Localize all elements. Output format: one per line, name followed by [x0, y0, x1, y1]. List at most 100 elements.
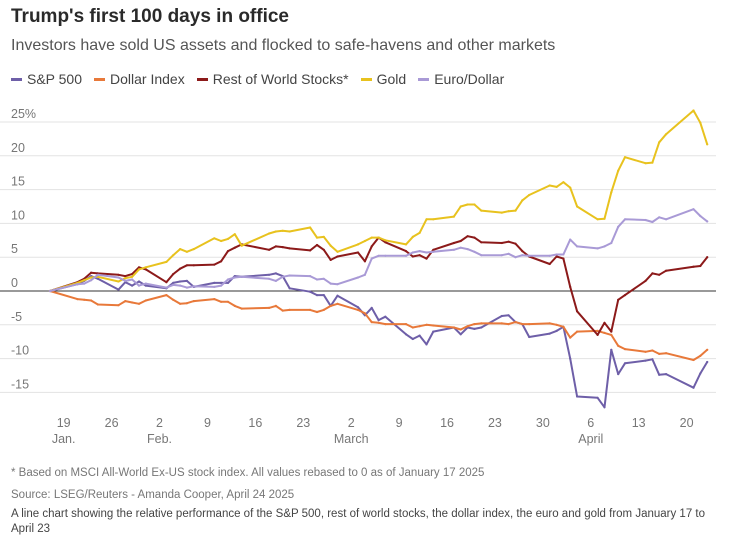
data-point	[548, 332, 551, 335]
y-tick-label: 0	[11, 276, 18, 290]
data-point	[658, 273, 661, 276]
data-point	[315, 243, 319, 247]
data-point	[233, 246, 236, 249]
data-point	[377, 319, 380, 322]
x-tick-label: 26	[105, 416, 119, 430]
x-tick-month-label: April	[578, 432, 603, 446]
data-point	[644, 218, 647, 222]
data-point	[83, 282, 86, 285]
data-point	[617, 169, 620, 172]
x-tick-label: 6	[587, 416, 594, 430]
data-point	[521, 254, 524, 257]
data-point	[459, 246, 462, 249]
data-point	[507, 240, 510, 243]
data-point	[596, 218, 599, 221]
data-point	[706, 220, 709, 223]
data-point	[623, 156, 627, 159]
data-point	[596, 396, 599, 399]
chart-description: A line chart showing the relative perfor…	[11, 508, 706, 535]
data-point	[569, 336, 572, 339]
data-point	[268, 306, 271, 309]
data-point	[596, 329, 599, 332]
footnote: * Based on MSCI All-World Ex-US stock in…	[11, 467, 485, 479]
data-point	[528, 323, 531, 326]
data-point	[562, 325, 565, 328]
data-point	[418, 254, 421, 257]
data-point	[356, 306, 360, 309]
data-point	[90, 279, 93, 282]
data-point	[137, 268, 141, 271]
data-point	[370, 236, 373, 239]
data-point	[274, 230, 277, 233]
x-tick-month-label: Feb.	[147, 432, 172, 446]
data-point	[281, 275, 284, 278]
data-point	[185, 279, 188, 282]
data-point	[363, 273, 366, 276]
data-point	[521, 323, 524, 326]
legend-label-gold: Gold	[376, 71, 407, 87]
data-point	[555, 329, 558, 332]
data-point	[268, 277, 271, 280]
data-point	[315, 310, 319, 314]
data-point	[617, 225, 620, 228]
data-point	[528, 335, 531, 339]
y-tick-label: -10	[11, 344, 29, 358]
data-point	[226, 237, 230, 240]
data-point	[192, 285, 195, 288]
data-point	[610, 330, 613, 333]
x-tick-label: 23	[488, 416, 502, 430]
data-point	[131, 284, 134, 287]
y-tick-label: 5	[11, 242, 18, 256]
data-point	[418, 250, 421, 253]
data-point	[480, 241, 483, 244]
data-point	[576, 395, 579, 398]
data-point	[274, 304, 277, 307]
data-point	[507, 314, 510, 317]
series-s-p-500	[48, 272, 709, 409]
data-point	[507, 210, 510, 213]
data-point	[514, 242, 517, 245]
data-point	[165, 260, 168, 263]
data-point	[432, 248, 435, 251]
data-point	[117, 280, 120, 283]
data-point	[500, 241, 503, 245]
data-point	[411, 326, 414, 329]
data-point	[213, 298, 216, 301]
data-point	[418, 334, 421, 337]
x-tick-label: 2	[156, 416, 163, 430]
x-tick-label: 16	[440, 416, 454, 430]
data-point	[76, 298, 79, 301]
legend-swatch-rest-of-world	[196, 77, 208, 81]
data-point	[377, 236, 380, 239]
chart-title: Trump's first 100 days in office	[11, 6, 289, 27]
legend-item-euro-dollar: Euro/Dollar	[418, 71, 504, 87]
legend-swatch-euro-dollar	[418, 77, 430, 81]
data-point	[315, 236, 319, 239]
y-tick-label: 20	[11, 141, 25, 155]
data-point	[90, 276, 93, 279]
data-point	[706, 143, 709, 146]
data-point	[576, 310, 579, 313]
data-point	[699, 121, 702, 124]
data-point	[651, 358, 654, 361]
data-point	[411, 235, 414, 238]
data-point	[384, 239, 387, 242]
data-point	[651, 220, 654, 224]
y-tick-label: -5	[11, 310, 22, 324]
data-point	[165, 281, 168, 284]
data-point	[220, 260, 223, 263]
data-point	[480, 326, 483, 329]
data-point	[500, 322, 503, 325]
data-point	[610, 333, 613, 336]
data-point	[131, 301, 134, 304]
data-point	[514, 321, 517, 324]
data-point	[322, 308, 325, 311]
data-point	[466, 203, 469, 206]
data-point	[425, 323, 428, 326]
legend-item-gold: Gold	[360, 71, 407, 87]
data-point	[363, 312, 366, 315]
data-point	[124, 279, 127, 282]
data-point	[404, 333, 408, 336]
data-point	[144, 266, 147, 269]
data-point	[309, 249, 312, 252]
